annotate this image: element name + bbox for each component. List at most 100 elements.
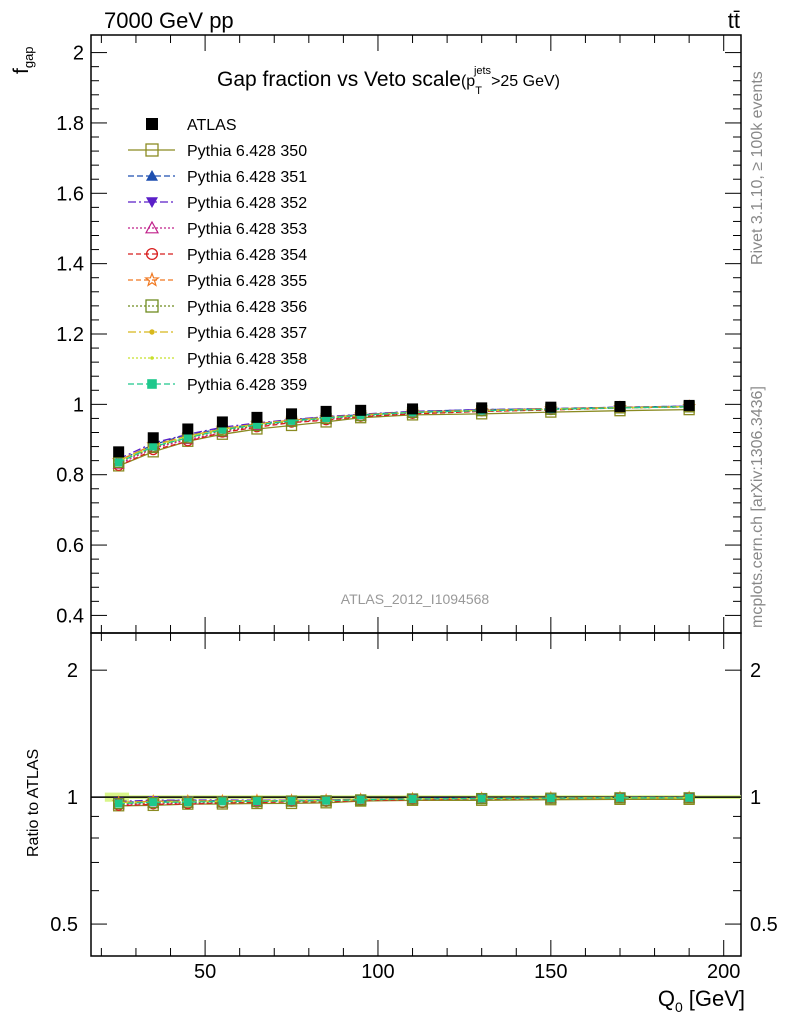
legend-label: Pythia 6.428 359: [187, 377, 307, 394]
series-10: [114, 402, 694, 467]
y-tick-label: 1.2: [56, 324, 84, 346]
legend-label: Pythia 6.428 354: [187, 247, 307, 264]
data-point: [286, 408, 298, 420]
title-cut-sub: T: [475, 85, 482, 97]
marker-shape: [322, 414, 331, 423]
marker-shape: [252, 420, 261, 429]
legend-marker: [146, 118, 158, 130]
marker-shape: [149, 329, 155, 335]
marker-shape: [252, 797, 261, 806]
y-tick-label: 1.6: [56, 183, 84, 205]
marker-shape: [685, 793, 694, 802]
y-axis-label-sub: gap: [21, 46, 36, 68]
legend-label: Pythia 6.428 350: [187, 143, 307, 160]
data-point: [407, 403, 419, 415]
series-point: [322, 414, 331, 423]
legend-entry-1: Pythia 6.428 350: [128, 143, 307, 160]
ratio-y-tick-label: 0.5: [50, 914, 78, 936]
y-tick-label: 0.6: [56, 535, 84, 557]
chart-title: Gap fraction vs Veto scale(pTjets>25 GeV…: [217, 65, 560, 97]
y-tick-label: 1.8: [56, 113, 84, 135]
y-tick-label: 1.4: [56, 254, 84, 276]
title-cut-p: (p: [461, 73, 475, 90]
legend-marker: [149, 329, 155, 335]
axes-layer: 50 100 150 200 0.4 0.6 0.8 1 1.2 1.4 1.6 1.8 2 0.5 0.5…: [50, 35, 778, 983]
ratio-series-point: [322, 796, 331, 805]
x-tick-label: 150: [534, 961, 567, 983]
marker-shape: [615, 793, 624, 802]
legend-marker: [144, 220, 160, 234]
marker-shape: [477, 794, 486, 803]
x-axis-label-unit: [GeV]: [689, 986, 745, 1011]
marker-shape: [149, 798, 158, 807]
legend-marker: [144, 271, 160, 287]
legend-label: Pythia 6.428 358: [187, 351, 307, 368]
data-point: [614, 400, 626, 412]
marker-shape: [287, 416, 296, 425]
ratio-series-point: [408, 794, 417, 803]
ratio-series-point: [218, 797, 227, 806]
ratio-series-point: [252, 797, 261, 806]
legend-marker: [150, 356, 154, 360]
y-tick-label: 1: [73, 394, 84, 416]
marker-shape: [114, 458, 123, 467]
ratio-series-point: [685, 793, 694, 802]
marker-shape: [144, 220, 160, 234]
ratio-series-point: [183, 798, 192, 807]
title-cut-rest: >25 GeV): [491, 73, 560, 90]
legend-marker: [145, 299, 159, 313]
legend-entry-9: Pythia 6.428 358: [128, 351, 307, 368]
legend-marker: [145, 143, 159, 157]
ratio-y-tick-label-right: 1: [750, 787, 761, 809]
ratio-series-point: [149, 798, 158, 807]
series-point: [113, 456, 125, 469]
analysis-id: ATLAS_2012_I1094568: [341, 591, 490, 607]
series-point: [218, 425, 227, 434]
ratio-series-10: [114, 793, 694, 808]
legend-entry-4: Pythia 6.428 353: [128, 220, 307, 238]
legend-label: ATLAS: [187, 117, 237, 134]
legend-marker: [147, 379, 157, 389]
series-point: [183, 433, 192, 442]
legend-marker: [145, 247, 159, 261]
ratio-series-point: [114, 799, 123, 808]
marker-shape: [356, 795, 365, 804]
ratio-y-tick-label: 2: [67, 660, 78, 682]
ratio-y-axis-label-text: Ratio to ATLAS: [25, 749, 42, 857]
legend-entry-3: Pythia 6.428 352: [128, 195, 307, 212]
mcplots-label: mcplots.cern.ch [arXiv:1306.3436]: [749, 386, 766, 628]
legend-entry-6: Pythia 6.428 355: [128, 271, 307, 290]
data-point: [545, 401, 557, 413]
data-point: [683, 399, 695, 411]
data-point: [320, 405, 332, 417]
ratio-series-point: [546, 794, 555, 803]
legend-entry-5: Pythia 6.428 354: [128, 247, 307, 264]
legend-entry-atlas: ATLAS: [146, 117, 237, 134]
data-series-atlas: [113, 399, 695, 458]
y-axis-label-f: f: [10, 68, 33, 74]
x-axis-label-sub: 0: [675, 999, 683, 1015]
ratio-y-tick-label: 1: [67, 787, 78, 809]
marker-shape: [287, 796, 296, 805]
ratio-y-tick-label-right: 0.5: [750, 914, 778, 936]
data-point: [182, 423, 194, 435]
svg-text:fgap: fgap: [10, 46, 36, 74]
series-point: [149, 442, 158, 451]
marker-shape: [546, 794, 555, 803]
marker-shape: [146, 170, 158, 181]
data-point: [476, 402, 488, 414]
marker-shape: [218, 425, 227, 434]
legend: ATLAS Pythia 6.428 350 Pythia 6.428 351 Pyt…: [128, 117, 307, 394]
legend-marker: [146, 197, 158, 208]
data-point: [251, 411, 263, 423]
legend-entry-10: Pythia 6.428 359: [128, 377, 307, 394]
title-cut-sup: jets: [473, 65, 492, 77]
marker-shape: [322, 796, 331, 805]
marker-shape: [149, 442, 158, 451]
beam-label: 7000 GeV pp: [104, 8, 234, 33]
y-axis-label: fgap: [10, 46, 36, 74]
data-point: [113, 446, 125, 458]
data-point: [355, 404, 367, 416]
legend-label: Pythia 6.428 351: [187, 169, 307, 186]
